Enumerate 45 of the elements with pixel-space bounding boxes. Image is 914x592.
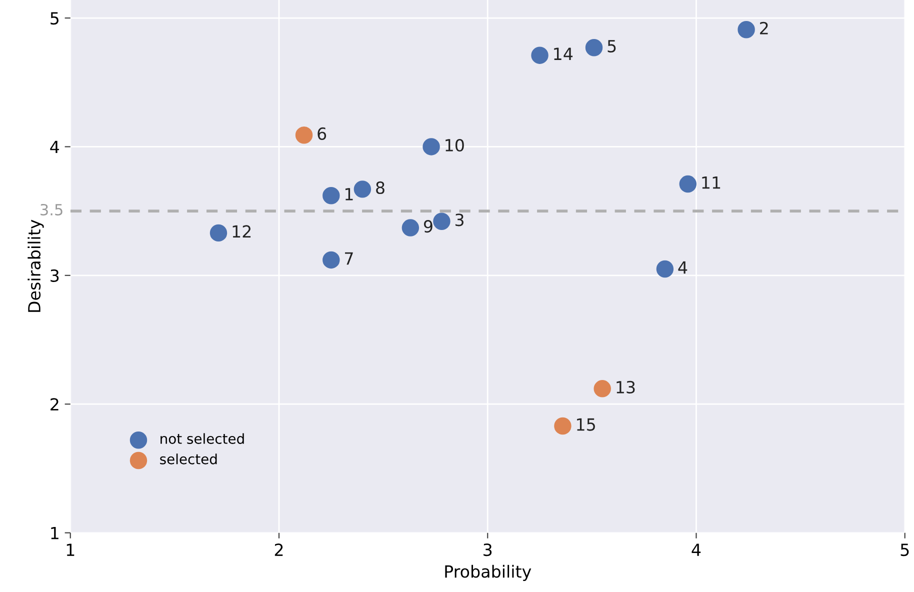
point: [354, 180, 372, 198]
x-axis-title: Probability: [445, 564, 532, 582]
point: [738, 20, 755, 38]
point: [594, 380, 611, 398]
point: [322, 187, 340, 204]
annotation: 9: [424, 220, 432, 233]
y-axis-title: Desirability: [28, 220, 44, 312]
x-tick-label: 5: [900, 544, 909, 556]
annotation: 5: [608, 40, 616, 52]
x-tick-label: 3: [484, 544, 492, 556]
annotation: 13: [616, 380, 635, 394]
annotation: 11: [702, 176, 720, 189]
y-tick-label: 2: [50, 398, 58, 410]
annotation: 2: [760, 22, 768, 34]
annotation: 15: [577, 418, 595, 431]
annotation: 10: [446, 138, 464, 152]
y-tick-label: 5: [50, 12, 59, 25]
annotation: 14: [554, 48, 573, 60]
legend-label: not selected: [160, 433, 244, 444]
x-tick-label: 1: [66, 544, 74, 556]
annotation: 12: [232, 225, 251, 238]
annotation: 4: [678, 261, 688, 274]
ref-line-label: 3.5: [40, 204, 62, 216]
point: [210, 224, 228, 242]
annotation: 3: [455, 214, 464, 226]
legend-label: selected: [160, 454, 217, 464]
point: [656, 260, 674, 278]
point: [433, 212, 450, 230]
y-tick-label: 1: [51, 526, 58, 540]
y-tick-label: 3: [50, 269, 59, 282]
x-tick-label: 2: [274, 544, 283, 556]
point: [322, 251, 340, 269]
annotation: 6: [318, 127, 326, 140]
point: [554, 417, 572, 435]
point: [402, 219, 420, 236]
x-tick-label: 4: [692, 544, 701, 556]
y-tick-label: 4: [50, 140, 60, 154]
annotation: 8: [376, 181, 384, 194]
point: [295, 126, 313, 144]
point: [531, 46, 548, 64]
annotation: 1: [345, 188, 353, 200]
point: [422, 138, 440, 156]
point: [585, 39, 603, 56]
point: [679, 175, 697, 193]
annotation: 7: [345, 252, 353, 265]
